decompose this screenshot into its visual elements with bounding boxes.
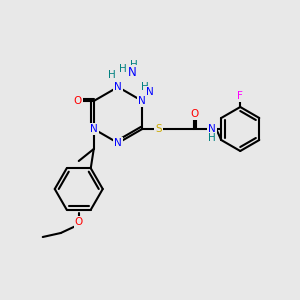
Text: N: N <box>208 124 216 134</box>
Text: N: N <box>90 124 98 134</box>
Text: N: N <box>146 87 154 97</box>
Text: O: O <box>75 217 83 227</box>
Text: H: H <box>141 82 149 92</box>
Text: O: O <box>190 109 198 119</box>
Text: H: H <box>108 70 116 80</box>
Text: N: N <box>128 67 136 80</box>
Text: F: F <box>237 91 243 101</box>
Text: N: N <box>138 96 146 106</box>
Text: H: H <box>119 64 127 74</box>
Text: N: N <box>114 82 122 92</box>
Text: H: H <box>208 133 216 143</box>
Text: O: O <box>74 96 82 106</box>
Text: N: N <box>114 82 122 92</box>
Text: H: H <box>130 60 138 70</box>
Text: S: S <box>155 124 162 134</box>
Text: N: N <box>114 138 122 148</box>
Text: N: N <box>138 96 146 106</box>
